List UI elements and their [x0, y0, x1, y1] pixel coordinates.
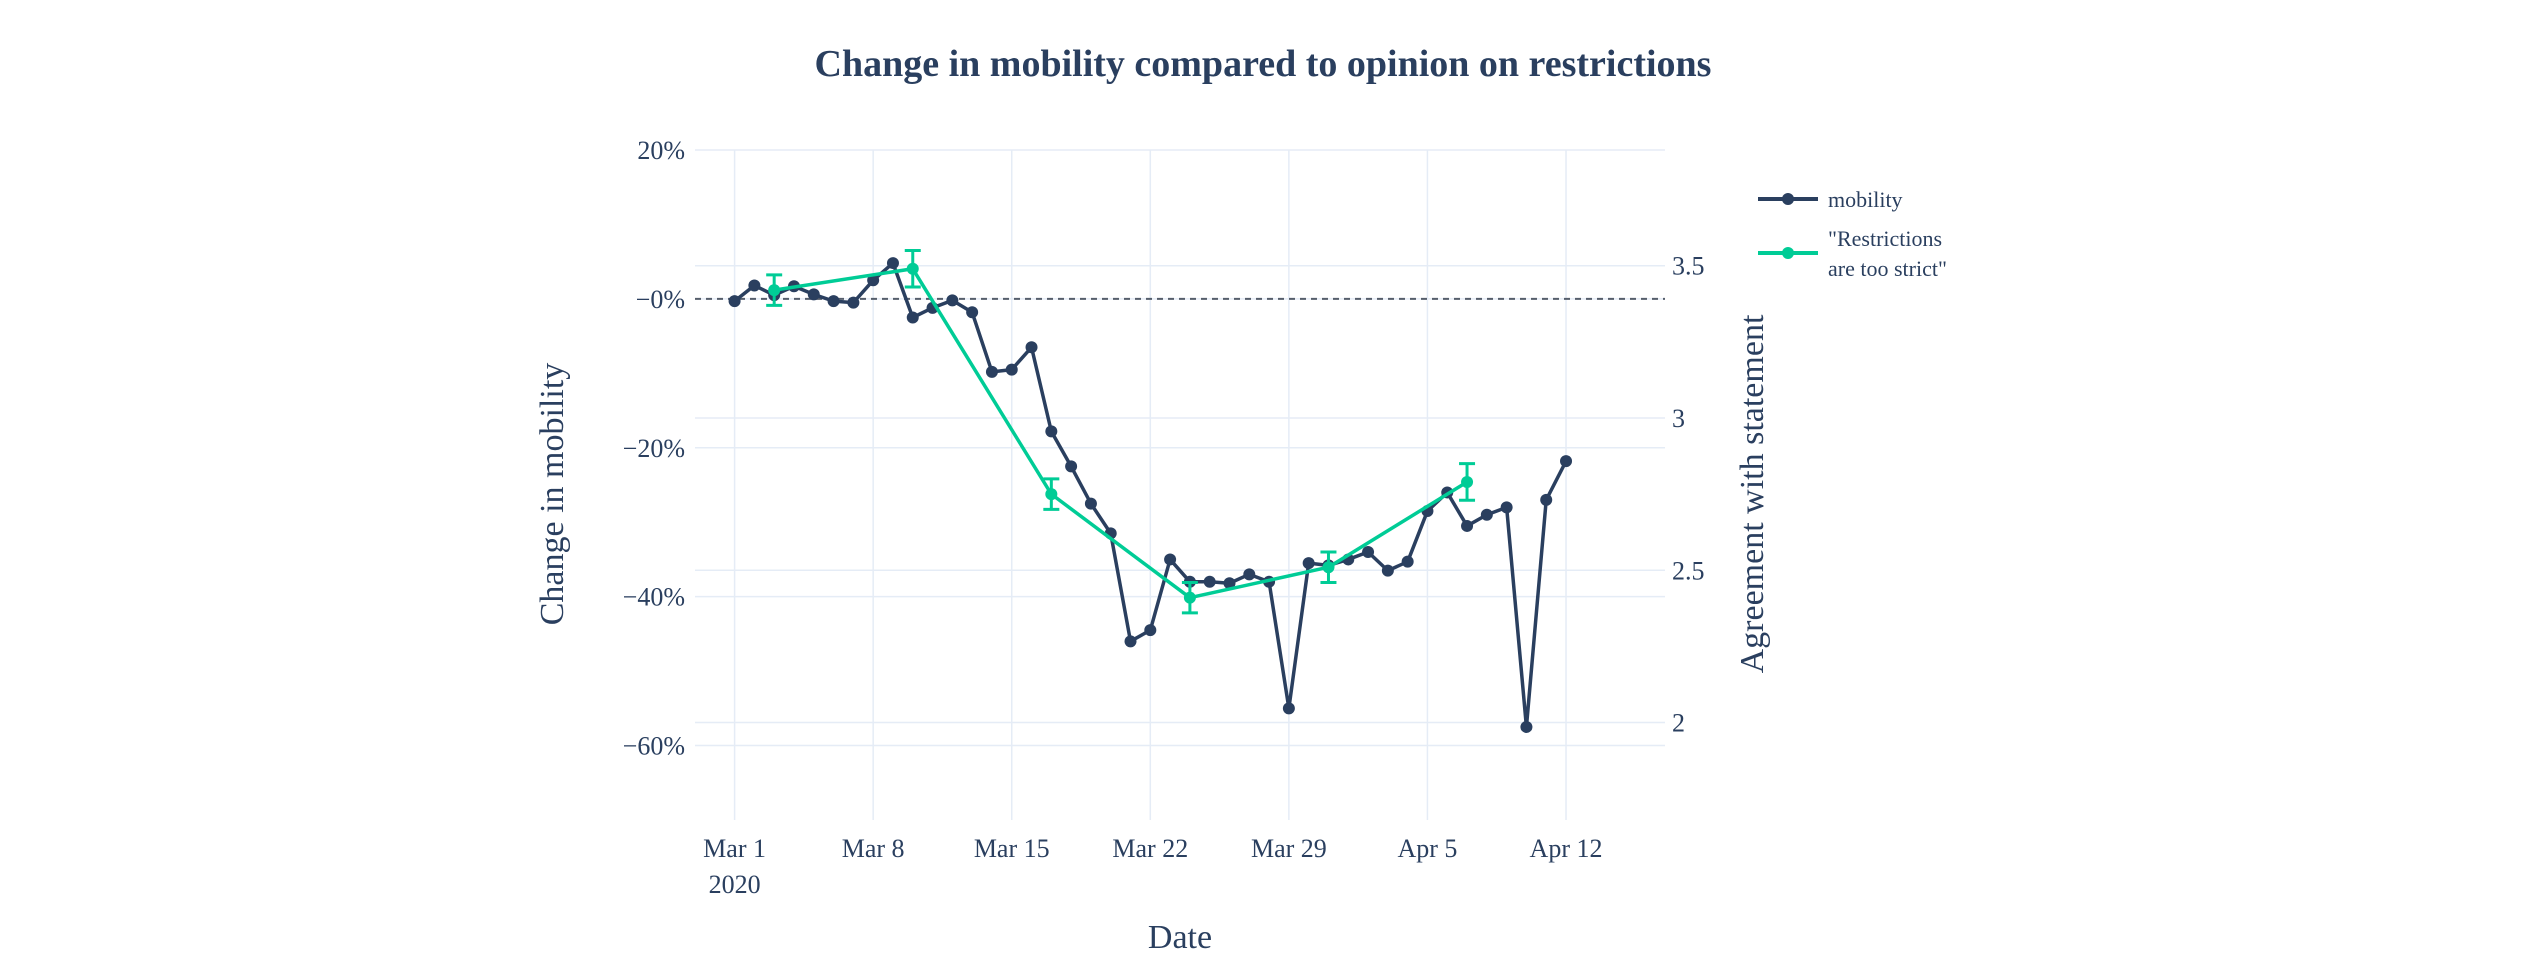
mobility-point	[1480, 508, 1493, 521]
mobility-point	[1282, 702, 1295, 715]
y2-axis-ticks: 3.5 3 2.5 2	[1672, 252, 1705, 738]
y-tick-label: −20%	[623, 434, 685, 463]
legend-item-mobility[interactable]: mobility	[1758, 187, 1903, 212]
mobility-point	[1045, 425, 1058, 438]
y-tick-label: −0%	[636, 285, 685, 314]
mobility-point	[1540, 493, 1553, 506]
x-tick-label: Mar 1	[703, 834, 766, 863]
y2-tick-label: 2	[1672, 709, 1685, 738]
mobility-point	[886, 257, 899, 270]
mobility-point	[1381, 564, 1394, 577]
restrictions-point	[1461, 475, 1474, 488]
restrictions-point	[768, 284, 781, 297]
y2-tick-label: 3	[1672, 404, 1685, 433]
mobility-point	[1124, 635, 1137, 648]
restrictions-point	[1322, 561, 1335, 574]
mobility-point	[1144, 624, 1157, 637]
mobility-point	[748, 279, 761, 292]
mobility-point	[1520, 720, 1533, 733]
legend-label-restrictions-line1: "Restrictions	[1828, 226, 1942, 251]
y2-tick-label: 3.5	[1672, 252, 1705, 281]
mobility-point	[985, 365, 998, 378]
x-axis-title: Date	[1148, 919, 1212, 956]
legend-label-mobility: mobility	[1828, 187, 1903, 212]
x-tick-label: Apr 12	[1530, 834, 1603, 863]
y2-tick-label: 2.5	[1672, 556, 1705, 585]
x-tick-label: Mar 8	[842, 834, 905, 863]
mobility-point	[1500, 501, 1513, 514]
series-restrictions	[766, 249, 1476, 615]
x-tick-year-label: 2020	[709, 870, 761, 899]
restrictions-point	[906, 262, 919, 275]
x-tick-label: Mar 22	[1112, 834, 1188, 863]
mobility-point	[1243, 568, 1256, 581]
y2-axis-title: Agreement with statement	[1734, 314, 1771, 673]
chart-title: Change in mobility compared to opinion o…	[815, 43, 1712, 85]
mobility-point	[1065, 460, 1078, 473]
y-tick-label: −40%	[623, 583, 685, 612]
mobility-point	[906, 311, 919, 324]
legend-label-restrictions-line2: are too strict"	[1828, 256, 1947, 281]
mobility-point	[1223, 577, 1236, 590]
x-axis-ticks: Mar 1 Mar 8 Mar 15 Mar 22 Mar 29 Apr 5 A…	[703, 834, 1602, 899]
y-axis-title: Change in mobility	[534, 363, 571, 626]
restrictions-line	[773, 267, 1468, 600]
x-tick-label: Mar 29	[1251, 834, 1327, 863]
restrictions-point	[1045, 488, 1058, 501]
y-axis-ticks: 20% −0% −20% −40% −60%	[623, 136, 685, 761]
mobility-point	[1025, 341, 1038, 354]
mobility-point	[946, 294, 959, 307]
x-tick-label: Mar 15	[974, 834, 1050, 863]
legend-item-restrictions[interactable]: "Restrictions are too strict"	[1758, 226, 1947, 281]
restrictions-point	[1183, 591, 1196, 604]
legend: mobility "Restrictions are too strict"	[1758, 187, 1947, 281]
y-tick-label: −60%	[623, 732, 685, 761]
legend-marker-mobility	[1782, 193, 1794, 205]
mobility-point	[1362, 546, 1375, 558]
mobility-point	[1005, 363, 1018, 376]
mobility-point	[1084, 497, 1097, 510]
mobility-point	[1560, 455, 1573, 468]
mobility-point	[728, 295, 741, 308]
y-tick-label: 20%	[637, 136, 685, 165]
mobility-point	[1164, 553, 1177, 566]
mobility-point	[867, 274, 880, 287]
mobility-point	[1401, 555, 1414, 568]
mobility-point	[1302, 557, 1315, 570]
legend-marker-restrictions	[1782, 247, 1794, 259]
mobility-point	[847, 296, 860, 309]
mobility-point	[807, 288, 820, 301]
mobility-point	[1203, 575, 1216, 588]
mobility-point	[827, 295, 840, 308]
mobility-point	[1461, 519, 1474, 532]
x-tick-label: Apr 5	[1397, 834, 1457, 863]
mobility-point	[966, 306, 979, 319]
